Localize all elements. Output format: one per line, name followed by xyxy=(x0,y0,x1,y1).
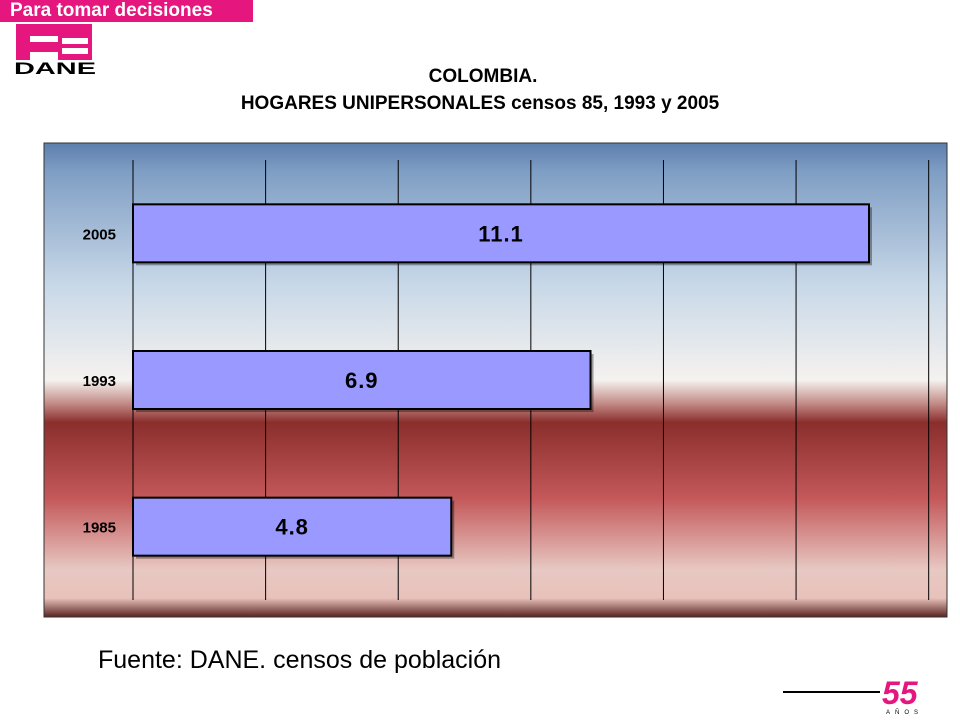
tagline: Para tomar decisiones xyxy=(0,0,253,22)
tick-label-1985: 1985 xyxy=(83,520,116,537)
bar-chart: 11.1 2005 6.9 1993 4.8 1985 xyxy=(43,142,948,618)
anniversary-logo: 55 AÑOS xyxy=(783,680,923,716)
bar-1985 xyxy=(132,496,453,557)
data-label-1985: 4.8 xyxy=(275,515,309,540)
anniversary-word: AÑOS xyxy=(886,709,923,716)
tick-label-2005: 2005 xyxy=(83,226,116,243)
anniversary-number: 55 xyxy=(882,680,919,711)
bar-1993 xyxy=(132,350,592,410)
source-note: Fuente: DANE. censos de población xyxy=(98,646,502,674)
chart-title-line1: COLOMBIA. xyxy=(428,66,538,87)
tick-label-1993: 1993 xyxy=(83,373,116,390)
data-label-2005: 11.1 xyxy=(478,221,524,246)
data-label-1993: 6.9 xyxy=(345,368,379,393)
bar-2005 xyxy=(132,203,870,264)
dane-logo: DANE xyxy=(14,24,96,76)
logo-text: DANE xyxy=(14,59,96,76)
chart-title-line2: HOGARES UNIPERSONALES censos 85, 1993 y … xyxy=(240,93,720,114)
